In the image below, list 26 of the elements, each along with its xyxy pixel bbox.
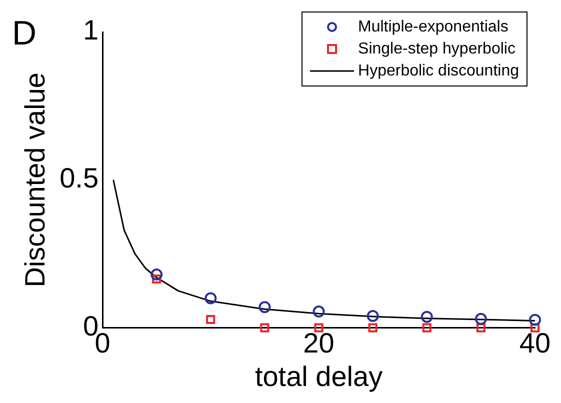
point xyxy=(260,323,270,332)
legend-label: Single-step hyperbolic xyxy=(358,40,516,58)
legend-label: Multiple-exponentials xyxy=(358,18,508,36)
y-axis-title: Discounted value xyxy=(20,72,51,288)
point xyxy=(422,323,432,332)
x-tick-label: 40 xyxy=(519,327,551,358)
point xyxy=(530,323,540,332)
point xyxy=(152,274,162,284)
text: D xyxy=(12,14,37,52)
point xyxy=(150,268,163,281)
y-tick-label: 1 xyxy=(82,14,99,46)
point xyxy=(366,310,379,322)
point xyxy=(314,323,324,332)
y-tick-label: 0.5 xyxy=(60,162,99,194)
x-tick-label: 20 xyxy=(303,327,334,358)
point xyxy=(476,323,486,332)
point xyxy=(368,323,378,332)
point xyxy=(258,301,271,314)
point xyxy=(206,314,216,324)
point xyxy=(204,292,217,304)
point xyxy=(312,306,325,318)
point xyxy=(420,310,433,323)
point xyxy=(529,314,541,326)
legend-label: Hyperbolic discounting xyxy=(358,62,520,80)
x-axis-title: total delay xyxy=(254,360,383,392)
point xyxy=(474,312,487,325)
